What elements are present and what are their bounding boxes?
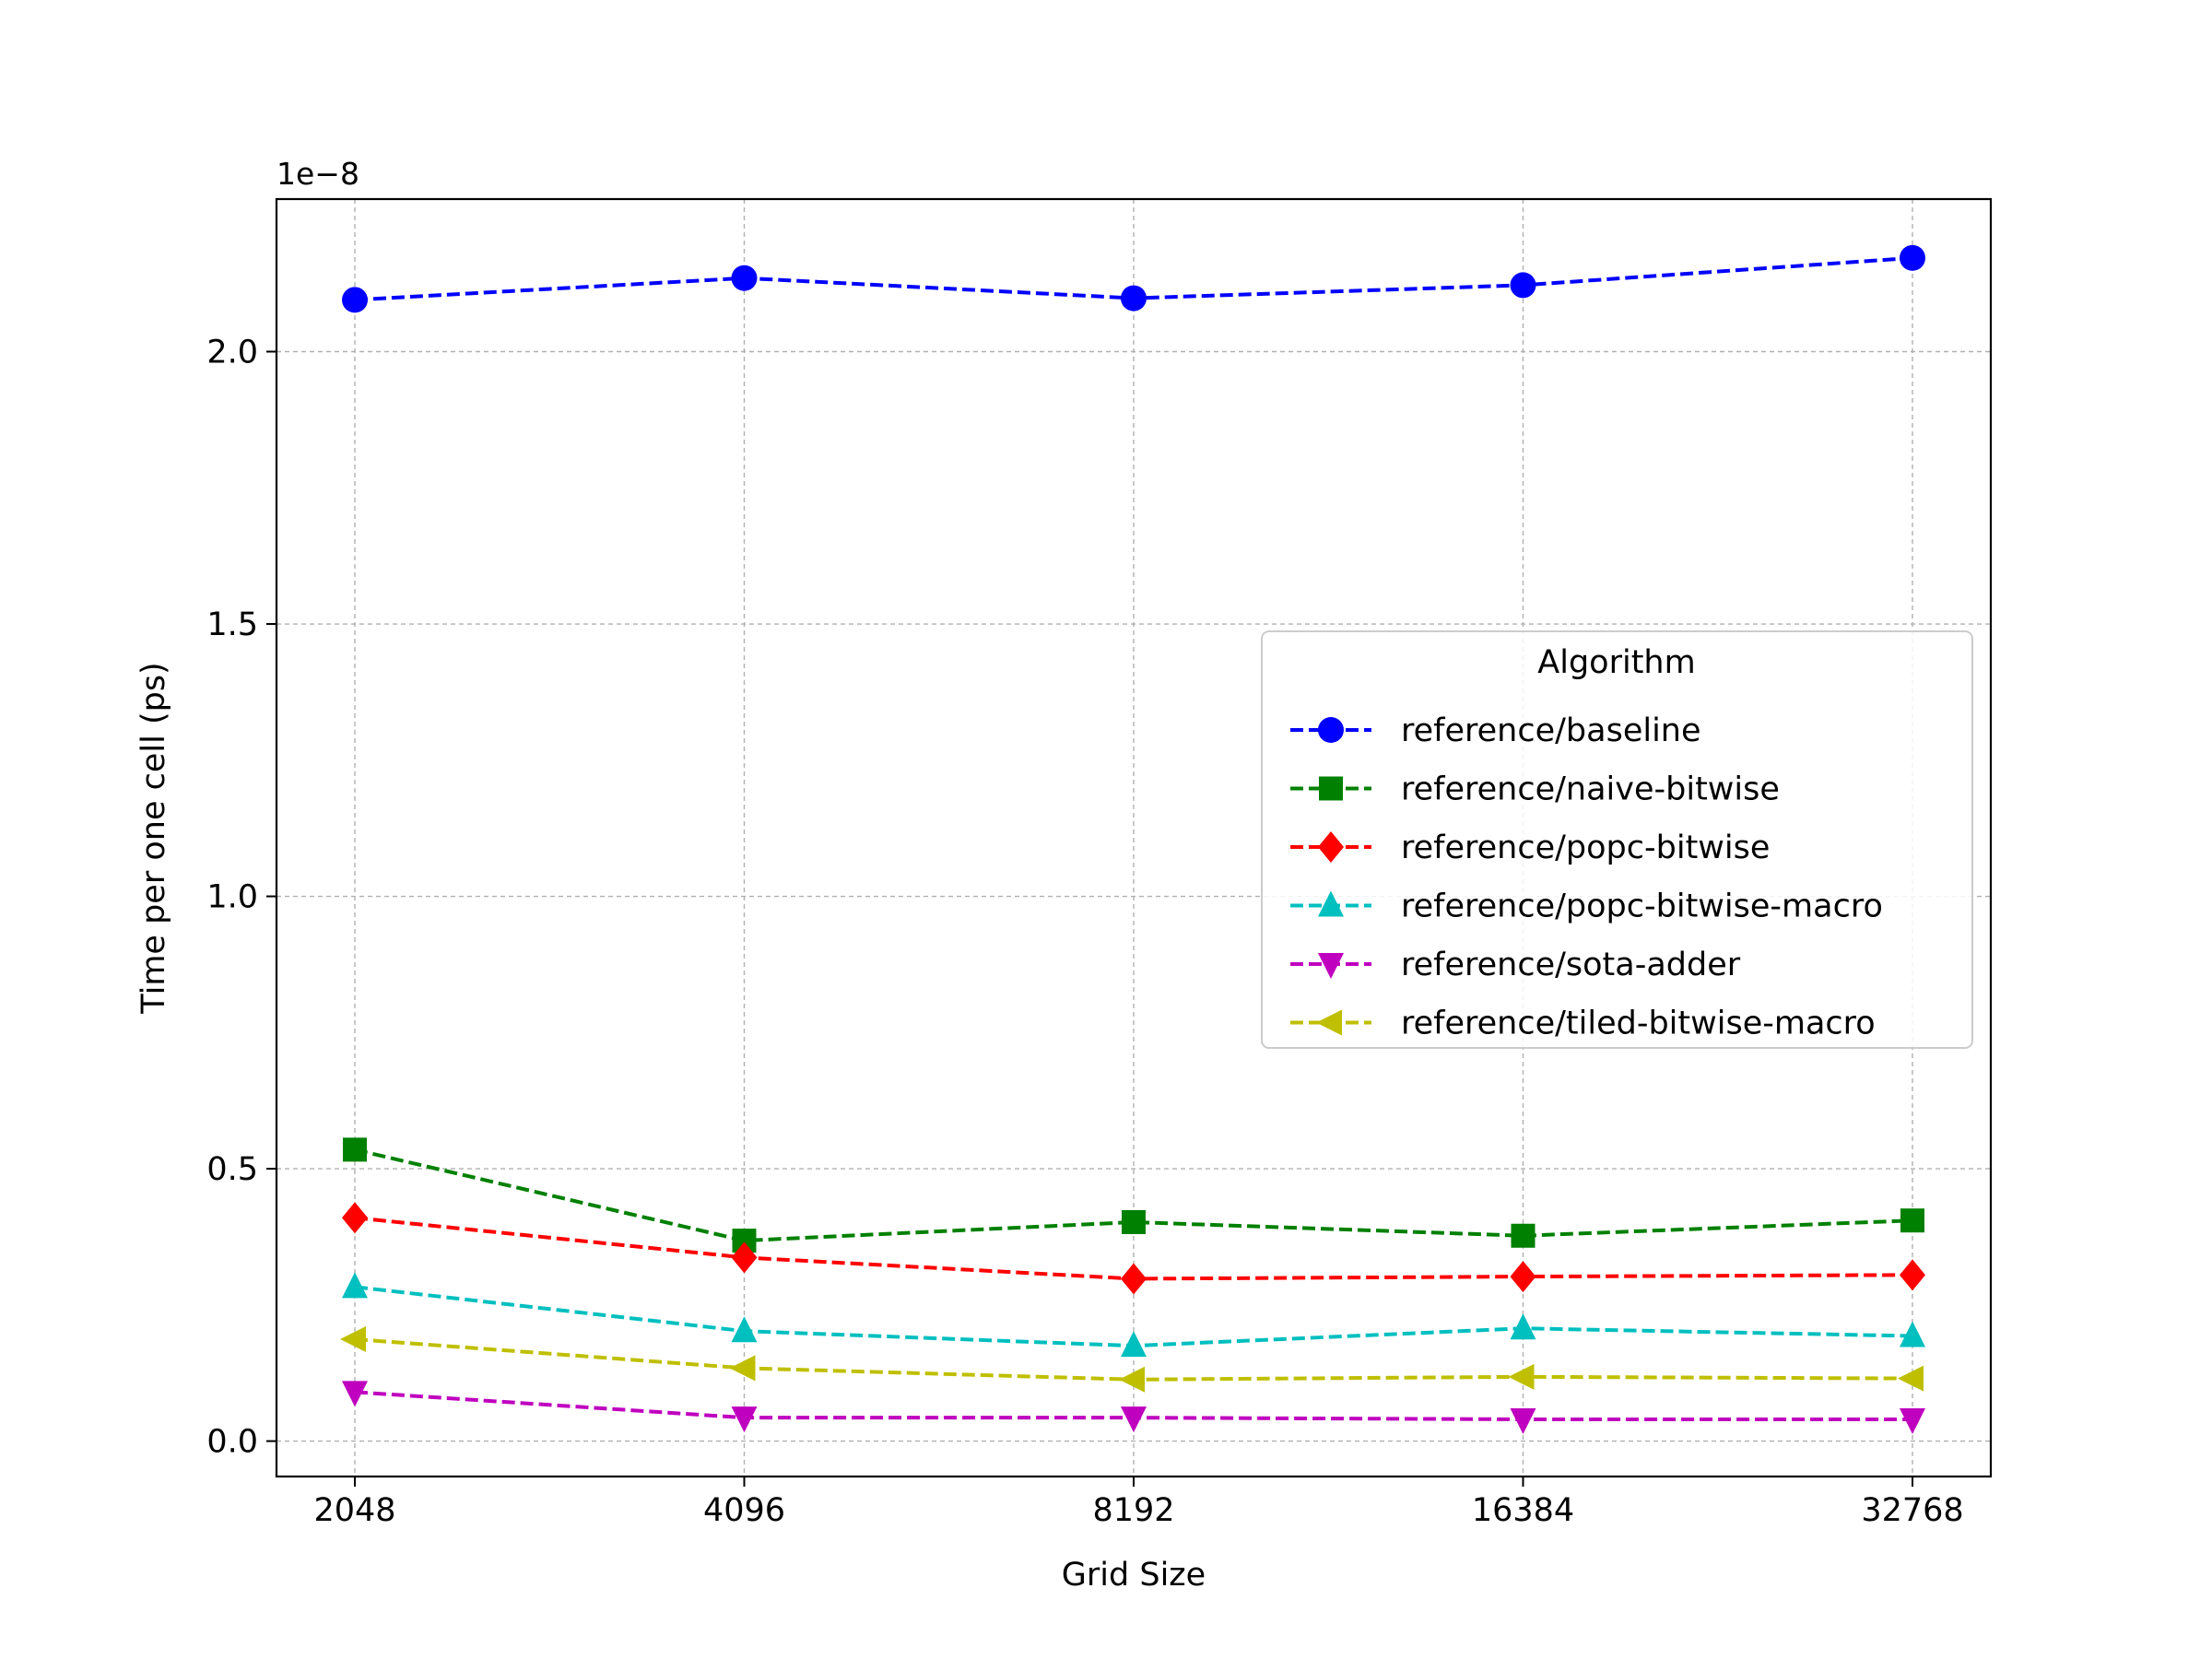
- data-point: [731, 265, 758, 291]
- legend-marker: [1316, 1009, 1342, 1036]
- data-point: [731, 1241, 758, 1274]
- legend-marker: [1319, 776, 1343, 801]
- series-reference-baseline: [342, 244, 1925, 313]
- x-tick-label: 2048: [313, 1492, 395, 1529]
- legend-entry: reference/tiled-bitwise-macro: [1290, 1006, 1876, 1042]
- data-point: [342, 1272, 368, 1299]
- data-point: [1121, 1263, 1147, 1295]
- data-point: [340, 1326, 366, 1353]
- data-point: [1900, 1259, 1925, 1291]
- y-tick-label: 0.0: [206, 1424, 258, 1461]
- data-point: [1121, 1406, 1147, 1433]
- data-point: [342, 287, 368, 313]
- legend-frame: [1261, 630, 1973, 1049]
- data-point: [342, 1202, 368, 1234]
- x-tick-label: 4096: [703, 1492, 785, 1529]
- x-tick-label: 32768: [1861, 1492, 1963, 1529]
- legend-entry: reference/naive-bitwise: [1290, 771, 1780, 808]
- legend-label: reference/popc-bitwise-macro: [1401, 888, 1883, 925]
- legend-entry: reference/popc-bitwise-macro: [1290, 888, 1883, 925]
- x-tick-label: 16384: [1472, 1492, 1574, 1529]
- data-point: [1122, 1209, 1146, 1234]
- legend-entry: reference/popc-bitwise: [1290, 830, 1770, 866]
- legend-marker: [1318, 953, 1344, 979]
- legend-entry: reference/baseline: [1290, 712, 1701, 749]
- y-offset-label: 1e−8: [276, 156, 359, 192]
- data-point: [1119, 1366, 1145, 1393]
- legend: Algorithm reference/baseline reference/na…: [1261, 630, 1973, 1049]
- axes: 2048 4096 8192 16384 32768 0.0 0.5 1.0 1.5 2.0: [206, 334, 1963, 1529]
- legend-marker: [1318, 717, 1344, 743]
- legend-entries: reference/baseline reference/naive-bitwis…: [1290, 712, 1883, 1042]
- series-reference-popc-bitwise-macro: [342, 1272, 1925, 1358]
- series-reference-sota-adder: [342, 1381, 1925, 1434]
- legend-marker: [1318, 831, 1344, 863]
- legend-label: reference/popc-bitwise: [1401, 830, 1770, 866]
- data-point: [1900, 244, 1925, 271]
- legend-label: reference/baseline: [1401, 712, 1701, 749]
- data-point: [1121, 1331, 1147, 1358]
- x-axis-label: Grid Size: [1062, 1557, 1206, 1594]
- y-tick-label: 1.0: [206, 879, 258, 916]
- data-point: [1510, 1407, 1536, 1434]
- legend-label: reference/tiled-bitwise-macro: [1401, 1006, 1876, 1042]
- series-layer: [340, 244, 1925, 1434]
- data-point: [343, 1137, 367, 1162]
- legend-title: Algorithm: [1537, 644, 1695, 681]
- legend-entry: reference/sota-adder: [1290, 947, 1741, 983]
- data-point: [1508, 1363, 1535, 1390]
- data-point: [1510, 272, 1536, 299]
- legend-marker: [1318, 890, 1344, 917]
- y-tick-label: 0.5: [206, 1151, 258, 1188]
- data-point: [729, 1355, 756, 1382]
- series-reference-popc-bitwise: [342, 1202, 1925, 1295]
- series-reference-tiled-bitwise-macro: [340, 1326, 1924, 1393]
- data-point: [342, 1381, 368, 1407]
- data-point: [731, 1406, 758, 1433]
- data-point: [1898, 1365, 1924, 1392]
- y-tick-label: 2.0: [206, 334, 258, 371]
- data-point: [731, 1316, 758, 1343]
- y-axis-label: Time per one cell (ps): [135, 662, 172, 1014]
- x-tick-label: 8192: [1092, 1492, 1174, 1529]
- series-line: [354, 1147, 1913, 1243]
- legend-label: reference/naive-bitwise: [1401, 771, 1780, 808]
- data-point: [1510, 1313, 1536, 1340]
- data-point: [1900, 1208, 1924, 1233]
- data-point: [1900, 1321, 1925, 1347]
- legend-label: reference/sota-adder: [1401, 947, 1741, 983]
- data-point: [1121, 285, 1147, 312]
- data-point: [1510, 1261, 1536, 1293]
- data-point: [1511, 1223, 1535, 1248]
- data-point: [1900, 1407, 1925, 1434]
- y-tick-label: 1.5: [206, 606, 258, 643]
